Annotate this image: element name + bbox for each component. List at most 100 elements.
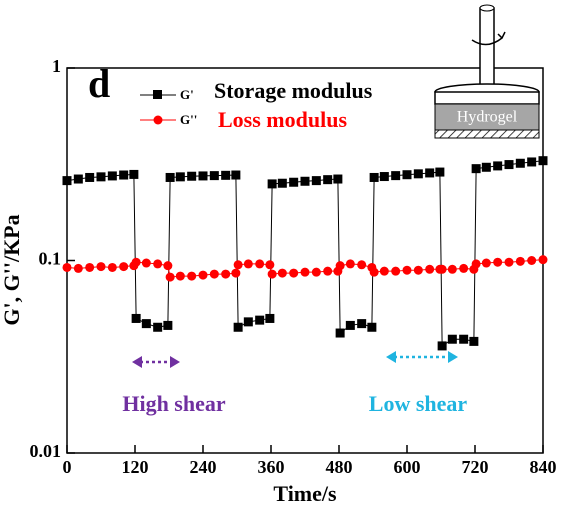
data-point	[391, 171, 401, 181]
x-tick-label: 840	[530, 457, 557, 477]
annotation: Low shear	[369, 391, 468, 416]
data-point	[504, 160, 514, 170]
annotation-arrows	[132, 351, 458, 368]
data-point	[85, 262, 95, 272]
data-point	[335, 261, 345, 271]
data-point	[231, 268, 241, 278]
data-point	[435, 167, 445, 177]
data-point	[131, 257, 141, 267]
data-point	[153, 322, 163, 332]
data-point	[493, 161, 503, 171]
inset-drawing: Hydrogel	[434, 4, 540, 139]
data-point	[62, 262, 72, 272]
data-point	[447, 334, 457, 344]
data-point	[221, 170, 231, 180]
data-point	[425, 168, 435, 178]
data-point	[469, 336, 479, 346]
data-point	[163, 320, 173, 330]
data-point	[165, 272, 175, 282]
data-point	[277, 268, 287, 278]
data-point	[267, 269, 277, 279]
data-point	[85, 172, 95, 182]
data-point	[62, 176, 72, 186]
data-point	[198, 270, 208, 280]
data-point	[379, 266, 389, 276]
data-point	[538, 156, 548, 166]
data-point	[379, 172, 389, 182]
data-point	[221, 269, 231, 279]
data-point	[107, 171, 117, 181]
legend: G' Storage modulus G'' Loss modulus	[140, 78, 373, 132]
data-point	[73, 174, 83, 184]
legend-label: G''	[180, 112, 197, 127]
data-point	[231, 170, 241, 180]
data-point	[413, 169, 423, 179]
data-point	[527, 157, 537, 167]
data-point	[141, 319, 151, 329]
x-axis-label: Time/s	[273, 481, 337, 506]
data-point	[163, 261, 173, 271]
data-point	[311, 176, 321, 186]
data-point	[175, 172, 185, 182]
data-point	[209, 171, 219, 181]
data-point	[141, 258, 151, 268]
data-point	[198, 171, 208, 181]
x-tick-label: 720	[462, 457, 489, 477]
data-point	[175, 271, 185, 281]
data-point	[107, 262, 117, 272]
data-point	[425, 264, 435, 274]
legend-marker	[153, 115, 163, 125]
data-point	[459, 334, 469, 344]
data-point	[289, 177, 299, 187]
y-tick-label: 1	[52, 56, 61, 76]
data-point	[153, 259, 163, 269]
data-point	[265, 313, 275, 323]
x-tick-label: 600	[394, 457, 421, 477]
data-point	[471, 164, 481, 174]
x-tick-label: 240	[190, 457, 217, 477]
data-point	[187, 171, 197, 181]
data-point	[402, 170, 412, 180]
data-point	[402, 265, 412, 275]
data-point	[73, 263, 83, 273]
data-point	[187, 271, 197, 281]
y-tick-label: 0.01	[30, 441, 62, 461]
data-point	[369, 172, 379, 182]
data-point	[289, 268, 299, 278]
data-point	[538, 255, 548, 265]
data-point	[447, 264, 457, 274]
x-tick-label: 120	[122, 457, 149, 477]
data-point	[233, 322, 243, 332]
data-point	[267, 179, 277, 189]
data-point	[481, 258, 491, 268]
data-point	[345, 259, 355, 269]
data-point	[209, 269, 219, 279]
data-point	[493, 257, 503, 267]
data-point	[265, 260, 275, 270]
data-point	[255, 315, 265, 325]
data-point	[504, 257, 514, 267]
data-point	[437, 264, 447, 274]
data-point	[96, 172, 106, 182]
data-point	[96, 262, 106, 272]
data-point	[369, 267, 379, 277]
legend-description: Storage modulus	[214, 78, 373, 103]
data-point	[119, 170, 129, 180]
data-point	[437, 341, 447, 351]
x-tick-label: 480	[326, 457, 353, 477]
data-point	[459, 263, 469, 273]
data-point	[335, 328, 345, 338]
data-point	[357, 319, 367, 329]
data-point	[119, 262, 129, 272]
data-point	[300, 267, 310, 277]
data-point	[255, 259, 265, 269]
data-point	[131, 313, 141, 323]
data-point	[527, 256, 537, 265]
data-point	[357, 260, 367, 270]
data-point	[233, 260, 243, 270]
data-point	[300, 176, 310, 186]
data-point	[515, 256, 525, 266]
x-tick-label: 360	[258, 457, 285, 477]
data-point	[471, 259, 481, 269]
